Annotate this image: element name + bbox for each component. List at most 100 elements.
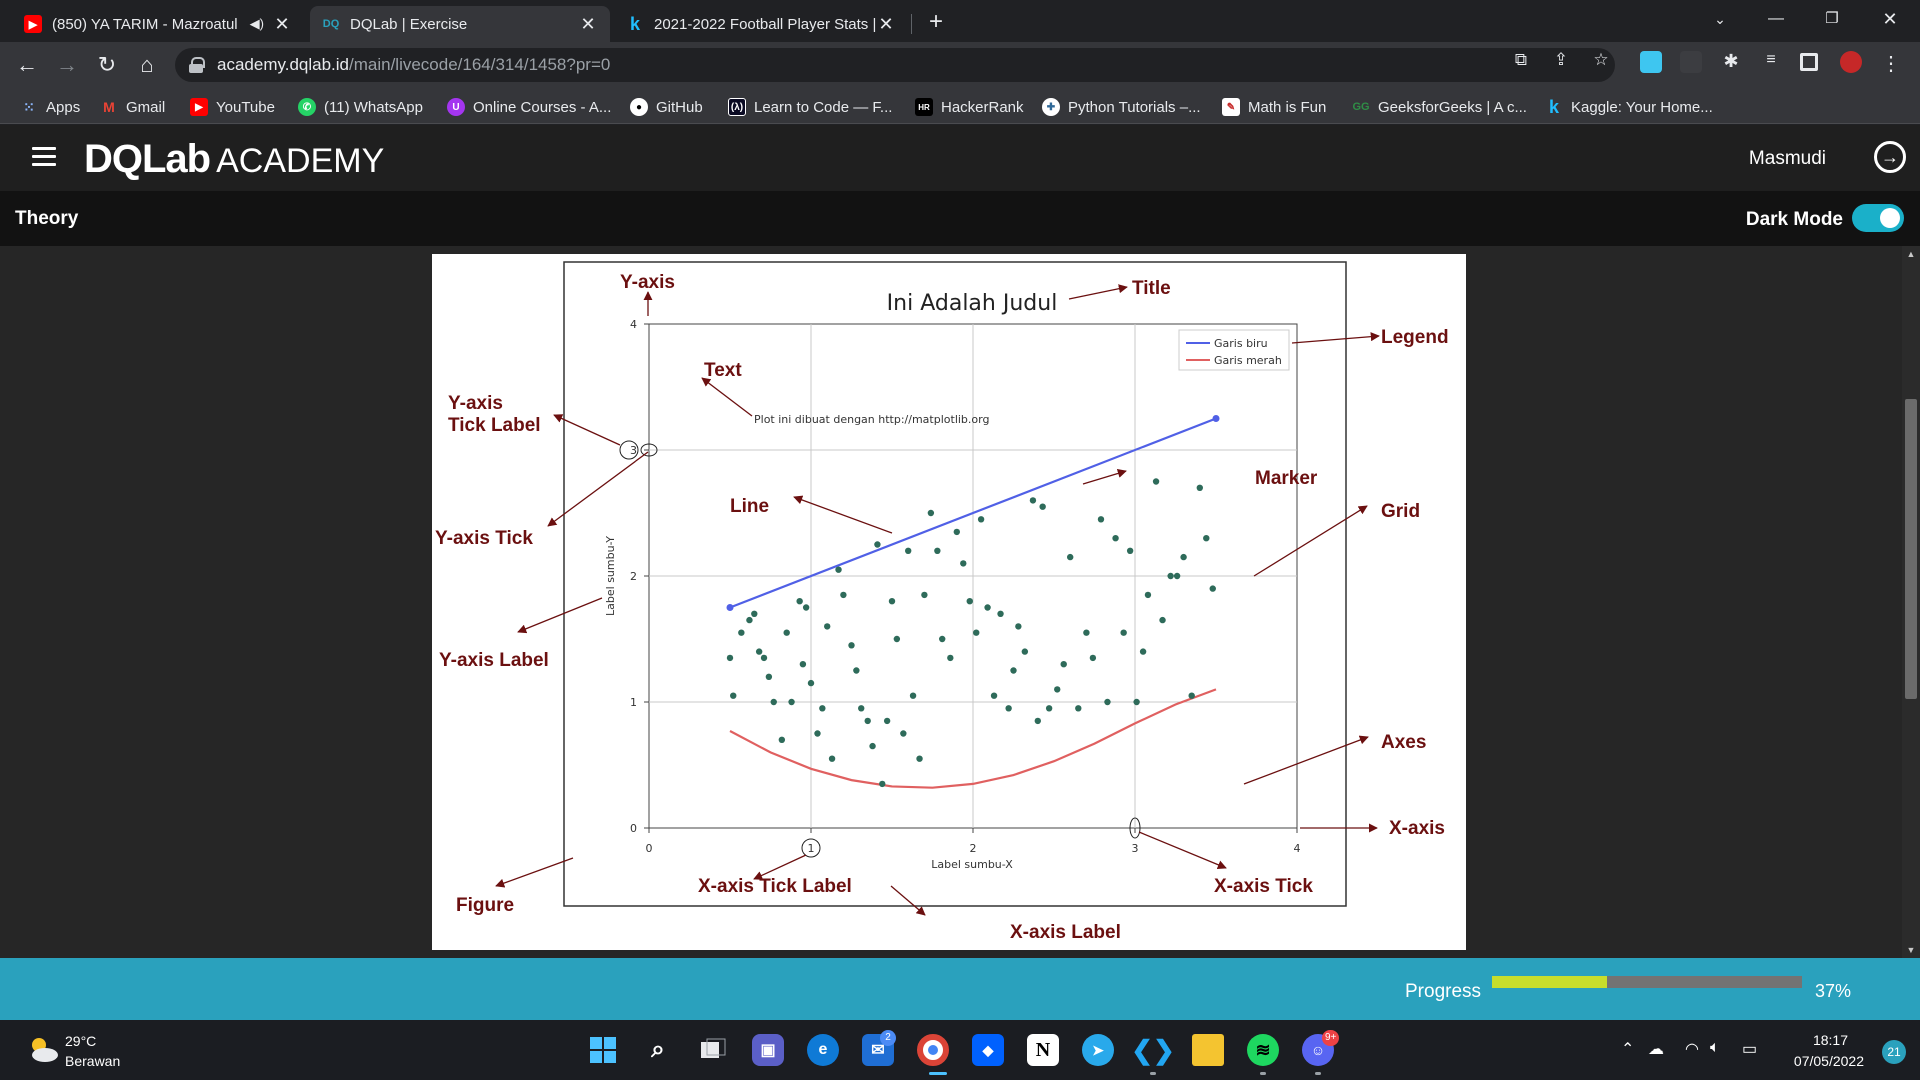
bookmark-label: Kaggle: Your Home... (1571, 98, 1713, 116)
close-tab-icon[interactable]: ✕ (274, 13, 290, 34)
tab-search-icon[interactable]: ⌄ (1714, 11, 1726, 27)
hamburger-menu-icon[interactable] (32, 147, 56, 167)
scatter-point (1144, 591, 1152, 599)
bookmark-star-icon[interactable]: ☆ (1593, 50, 1609, 69)
telegram-icon[interactable]: ➤ (1082, 1034, 1114, 1066)
apps-grid-icon: ⁙ (23, 98, 35, 115)
y-tick-label: 1 (630, 696, 637, 709)
teams-chat-icon[interactable]: ▣ (752, 1034, 784, 1066)
search-icon[interactable]: ⌕ (651, 1036, 665, 1063)
wifi-icon[interactable]: ◠ (1685, 1041, 1699, 1058)
scroll-thumb[interactable] (1905, 399, 1917, 699)
dropbox-icon[interactable]: ◆ (972, 1034, 1004, 1066)
extension-search-icon[interactable] (1680, 51, 1702, 73)
close-tab-icon[interactable]: ✕ (878, 13, 894, 34)
scroll-down-icon[interactable]: ▼ (1906, 945, 1916, 955)
logout-icon[interactable]: → (1874, 141, 1906, 173)
arrow-legend (1291, 332, 1380, 344)
tab-kaggle[interactable]: k 2021-2022 Football Player Stats | ✕ (614, 6, 908, 42)
side-panel-icon[interactable] (1800, 53, 1818, 71)
user-name[interactable]: Masmudi (1748, 148, 1826, 169)
x-tick-label: 2 (970, 842, 977, 855)
minimize-button[interactable]: — (1768, 10, 1784, 27)
scatter-point (927, 509, 935, 517)
arrow-ytick-label (553, 414, 621, 446)
scatter-point (760, 654, 768, 662)
bookmark-geeksforgeeks[interactable]: GG GeeksforGeeks | A c... (1352, 96, 1527, 118)
arrow-ytick (547, 451, 649, 527)
scatter-point (947, 654, 954, 662)
reading-list-icon[interactable]: ≡ (1766, 51, 1776, 68)
annot-figure: Figure (456, 895, 514, 916)
scroll-up-icon[interactable]: ▲ (1906, 249, 1916, 259)
scatter-point (997, 610, 1004, 617)
close-tab-icon[interactable]: ✕ (580, 13, 596, 34)
bookmark-mathisfun[interactable]: ✎ Math is Fun (1222, 96, 1326, 118)
forward-button[interactable]: → (56, 52, 78, 77)
scatter-point (1120, 629, 1127, 636)
scatter-point (848, 642, 855, 649)
bookmark-udemy[interactable]: U Online Courses - A... (447, 96, 611, 118)
notification-badge[interactable]: 21 (1882, 1040, 1906, 1064)
clock-date[interactable]: 07/05/2022 (1793, 1053, 1864, 1069)
bookmark-apps[interactable]: ⁙ Apps (20, 96, 80, 118)
lock-icon[interactable] (189, 57, 205, 73)
tab-youtube[interactable]: ▶ (850) YA TARIM - Mazroatul ◀) ✕ (12, 6, 304, 42)
onedrive-icon[interactable]: ☁ (1648, 1041, 1664, 1058)
content-scrollbar[interactable]: ▲ ▼ (1902, 246, 1920, 958)
scatter-point (751, 610, 758, 617)
weather-temp[interactable]: 29°C (65, 1033, 97, 1049)
edge-icon[interactable]: e (807, 1034, 839, 1066)
scatter-point (738, 629, 745, 636)
annotation-arrows (495, 284, 1380, 916)
volume-icon[interactable]: 🔈︎ (1710, 1039, 1720, 1056)
profile-avatar[interactable] (1840, 51, 1862, 73)
extensions-puzzle-icon[interactable]: ✱ (1723, 51, 1739, 71)
bookmark-hackerrank[interactable]: HR HackerRank (915, 96, 1024, 118)
new-tab-button[interactable]: + (928, 8, 943, 35)
speaker-icon[interactable]: ◀) (249, 16, 264, 31)
logo-sub: ACADEMY (216, 142, 385, 180)
weather-desc[interactable]: Berawan (65, 1053, 121, 1069)
weather-cloud-icon[interactable] (26, 1034, 60, 1064)
scatter-point (1060, 661, 1067, 668)
dqlab-logo[interactable]: DQLab ACADEMY (84, 137, 384, 181)
dark-mode-toggle[interactable] (1852, 204, 1904, 232)
arrow-xlabel (890, 885, 926, 916)
address-bar[interactable]: academy.dqlab.id/main/livecode/164/314/1… (175, 48, 1615, 82)
tab-dqlab[interactable]: DQ DQLab | Exercise ✕ (310, 6, 610, 42)
bookmark-youtube[interactable]: ▶ YouTube (190, 96, 275, 118)
tray-chevron-icon[interactable]: ⌃ (1621, 1041, 1635, 1058)
spotify-icon[interactable]: ≋ (1247, 1034, 1279, 1066)
translate-icon[interactable]: ⧉ (1514, 50, 1528, 69)
file-explorer-icon[interactable] (1192, 1034, 1224, 1066)
bookmark-kaggle[interactable]: k Kaggle: Your Home... (1545, 96, 1713, 118)
y-tick-label: 3 (630, 444, 637, 457)
reload-button[interactable]: ↻ (97, 52, 117, 77)
bookmark-github[interactable]: ● GitHub (630, 96, 703, 118)
home-button[interactable]: ⌂ (140, 52, 154, 77)
bookmark-gmail[interactable]: M Gmail (100, 96, 165, 118)
vscode-icon[interactable]: ❮❯ (1131, 1034, 1175, 1065)
bookmark-python[interactable]: ✚ Python Tutorials –... (1042, 96, 1201, 118)
bookmark-freecodecamp[interactable]: (λ) Learn to Code — F... (728, 96, 892, 118)
clock-time[interactable]: 18:17 (1812, 1032, 1848, 1048)
back-button[interactable]: ← (16, 52, 38, 77)
menu-kebab-icon[interactable]: ⋮ (1881, 53, 1901, 75)
extension-pen-icon[interactable] (1640, 51, 1662, 73)
scatter-point (807, 679, 815, 687)
scatter-point (1180, 553, 1187, 561)
notion-icon[interactable]: N (1027, 1034, 1059, 1066)
close-window-button[interactable]: ✕ (1882, 9, 1898, 29)
restore-button[interactable]: ❐ (1825, 10, 1839, 27)
battery-icon[interactable]: ▭ (1742, 1041, 1758, 1058)
bookmark-whatsapp[interactable]: ✆ (11) WhatsApp (298, 96, 423, 118)
scatter-point (883, 717, 891, 725)
task-view-icon[interactable] (697, 1034, 729, 1066)
windows-start-icon[interactable] (587, 1034, 619, 1066)
scatter-point (819, 705, 826, 712)
share-icon[interactable]: ⇪ (1553, 50, 1569, 69)
chrome-active-indicator (929, 1072, 947, 1075)
scatter-point (778, 736, 786, 743)
chrome-icon[interactable] (917, 1034, 949, 1066)
